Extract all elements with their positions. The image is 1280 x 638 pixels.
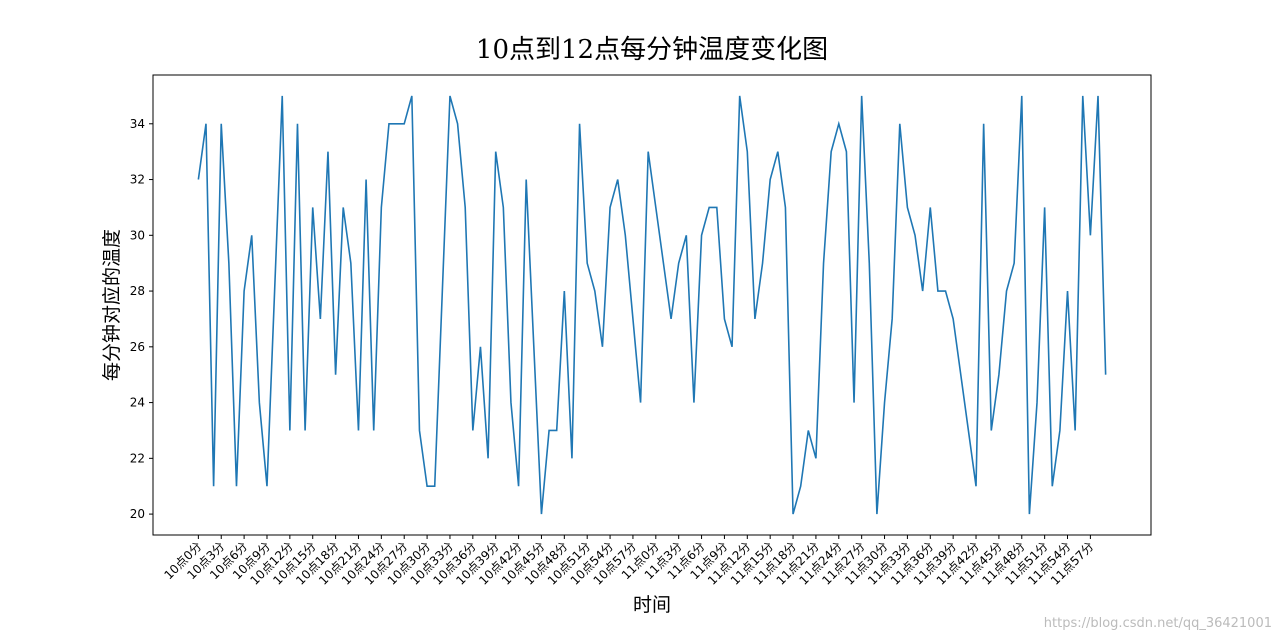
y-tick-label: 24 (130, 396, 145, 410)
y-tick-label: 20 (130, 507, 145, 521)
x-axis-label: 时间 (633, 594, 671, 616)
plot-frame (152, 74, 1152, 536)
y-tick-label: 26 (130, 340, 145, 354)
line (197, 95, 1107, 515)
y-tick-label: 28 (130, 284, 145, 298)
y-tick-label: 32 (130, 173, 145, 187)
y-tick-label: 22 (130, 451, 145, 465)
watermark: https://blog.csdn.net/qq_36421001 (1044, 616, 1272, 631)
y-tick-label: 30 (130, 228, 145, 242)
y-tick-label: 34 (130, 117, 145, 131)
chart-title: 10点到12点每分钟温度变化图 (476, 35, 828, 65)
y-axis-label: 每分钟对应的温度 (101, 229, 123, 381)
